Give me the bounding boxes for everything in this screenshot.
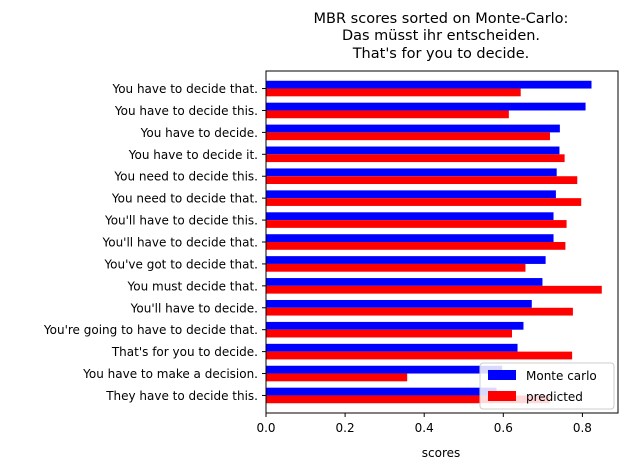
bar-predicted: [266, 154, 565, 163]
y-tick-label: You have to decide.: [140, 126, 258, 140]
bars-group: [266, 80, 602, 404]
y-axis-ticks: You have to decide that. You have to deci…: [43, 82, 266, 403]
y-tick-label: You have to make a decision.: [82, 367, 258, 381]
y-tick-label: They have to decide this.: [105, 389, 258, 403]
x-tick-label: 0.2: [336, 421, 355, 435]
bar-monte-carlo: [266, 168, 557, 177]
x-axis-ticks: 0.0 0.2 0.4 0.6 0.8: [256, 413, 592, 435]
bar-predicted: [266, 329, 513, 338]
bar-monte-carlo: [266, 321, 524, 330]
bar-predicted: [266, 263, 526, 272]
bar-monte-carlo: [266, 387, 497, 396]
bar-predicted: [266, 307, 573, 316]
bar-predicted: [266, 395, 550, 404]
bar-monte-carlo: [266, 124, 560, 133]
bar-monte-carlo: [266, 102, 586, 111]
bar-predicted: [266, 176, 578, 185]
bar-monte-carlo: [266, 190, 556, 199]
y-tick-label: You'll have to decide that.: [101, 236, 258, 250]
y-tick-label: You need to decide this.: [113, 170, 258, 184]
bar-predicted: [266, 242, 566, 250]
y-tick-label: You'll have to decide.: [130, 301, 258, 315]
y-tick-label: You have to decide this.: [114, 104, 258, 118]
bar-predicted: [266, 198, 582, 206]
y-tick-label: You need to decide that.: [111, 192, 258, 206]
chart-title-line-2: Das müsst ihr entscheiden.: [342, 28, 540, 44]
bar-predicted: [266, 132, 550, 141]
bar-predicted: [266, 285, 602, 294]
legend-label: predicted: [526, 390, 583, 404]
bar-monte-carlo: [266, 343, 518, 352]
x-axis-label: scores: [422, 446, 461, 460]
y-tick-label: You'll have to decide this.: [104, 214, 258, 228]
bar-monte-carlo: [266, 365, 503, 374]
legend-label: Monte carlo: [526, 369, 597, 383]
bar-predicted: [266, 351, 573, 360]
y-tick-label: That's for you to decide.: [111, 345, 258, 359]
chart-title: MBR scores sorted on Monte-Carlo: Das mü…: [314, 11, 569, 62]
bar-monte-carlo: [266, 256, 546, 264]
plot-frame: [265, 70, 619, 414]
chart-title-line-3: That's for you to decide.: [352, 46, 530, 62]
y-tick-label: You have to decide it.: [128, 148, 258, 162]
y-tick-label: You must decide that.: [127, 279, 259, 293]
bar-monte-carlo: [266, 80, 592, 89]
bar-predicted: [266, 110, 509, 119]
bar-monte-carlo: [266, 234, 554, 242]
x-tick-label: 0.4: [415, 421, 434, 435]
x-tick-label: 0.8: [573, 421, 592, 435]
legend: Monte carlo predicted: [479, 362, 615, 410]
legend-swatch: [488, 370, 516, 380]
bar-predicted: [266, 88, 521, 97]
chart-title-line-1: MBR scores sorted on Monte-Carlo:: [314, 11, 569, 27]
legend-swatch: [488, 391, 516, 401]
y-tick-label: You've got to decide that.: [103, 257, 258, 271]
y-tick-label: You have to decide that.: [111, 82, 258, 96]
bar-predicted: [266, 373, 408, 382]
x-tick-label: 0.6: [494, 421, 513, 435]
bar-monte-carlo: [266, 278, 543, 286]
bar-monte-carlo: [266, 146, 560, 155]
y-tick-label: You're going to have to decide that.: [43, 323, 258, 337]
bar-monte-carlo: [266, 299, 532, 308]
bar-monte-carlo: [266, 212, 554, 221]
bar-predicted: [266, 220, 567, 228]
x-tick-label: 0.0: [256, 421, 275, 435]
